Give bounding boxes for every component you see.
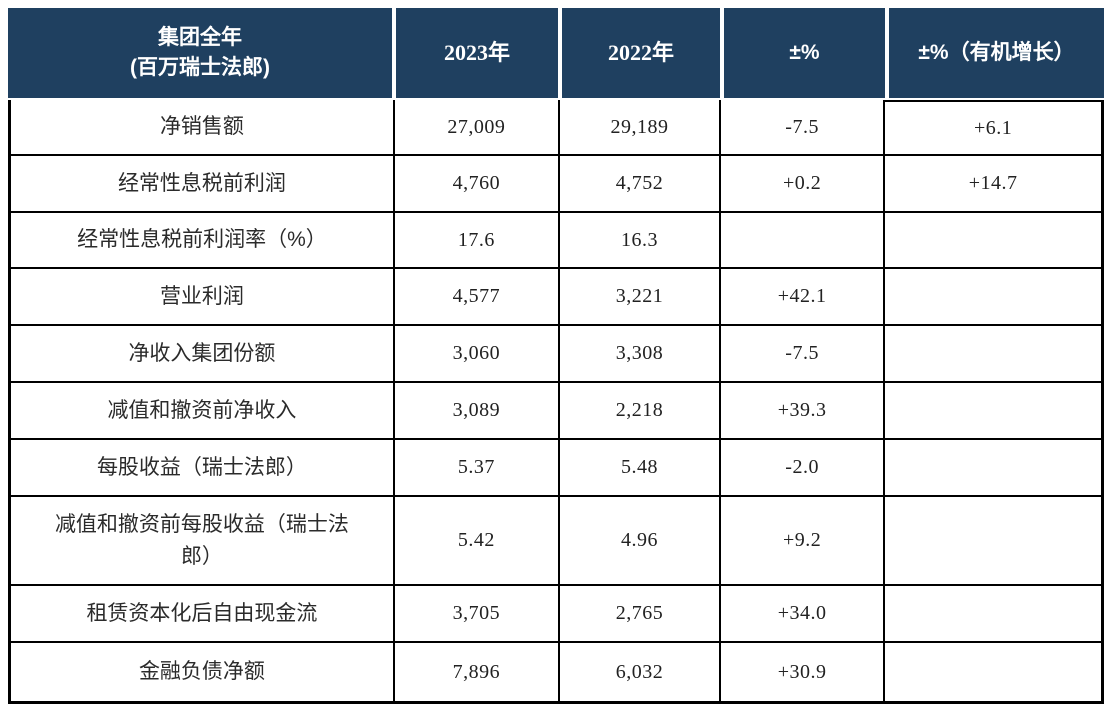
header-group-metric: 集团全年 (百万瑞士法郎) <box>8 8 394 98</box>
cell-change-pct: -2.0 <box>721 440 886 497</box>
cell-2022: 2,765 <box>559 586 722 643</box>
row-label: 经常性息税前利润率（%） <box>11 213 395 269</box>
cell-change-pct: +39.3 <box>721 383 886 440</box>
cell-2022: 6,032 <box>560 643 722 701</box>
cell-2022: 4.96 <box>559 497 722 586</box>
cell-2023: 5.42 <box>394 497 560 586</box>
cell-2023: 17.6 <box>394 213 560 269</box>
cell-change-pct: +9.2 <box>721 497 886 586</box>
cell-2023: 3,089 <box>394 383 560 440</box>
cell-change-pct: +34.0 <box>721 586 886 643</box>
cell-change-pct: +0.2 <box>721 156 886 213</box>
cell-2022: 4,752 <box>559 156 722 213</box>
financial-summary-table: 集团全年 (百万瑞士法郎) 2023年 2022年 ±% ±%（有机增长） 净销… <box>8 8 1104 704</box>
cell-2023: 3,060 <box>394 326 560 383</box>
row-label: 减值和撤资前每股收益（瑞士法郎） <box>11 497 395 586</box>
cell-organic-pct <box>885 643 1101 701</box>
cell-change-pct <box>721 213 886 269</box>
cell-organic-pct <box>885 383 1101 440</box>
header-group-title: 集团全年 <box>158 25 242 49</box>
cell-2023: 4,760 <box>394 156 560 213</box>
cell-2022: 29,189 <box>559 100 722 156</box>
row-label: 金融负债净额 <box>11 643 395 701</box>
cell-2022: 2,218 <box>559 383 722 440</box>
cell-organic-pct <box>885 586 1101 643</box>
cell-change-pct: +42.1 <box>721 269 886 326</box>
cell-2023: 4,577 <box>394 269 560 326</box>
cell-2022: 5.48 <box>559 440 722 497</box>
row-label: 经常性息税前利润 <box>11 156 395 213</box>
cell-2022: 16.3 <box>559 213 722 269</box>
row-label: 减值和撤资前净收入 <box>11 383 395 440</box>
cell-2022: 3,308 <box>559 326 722 383</box>
cell-organic-pct: +14.7 <box>885 156 1101 213</box>
row-label: 租赁资本化后自由现金流 <box>11 586 395 643</box>
header-2022: 2022年 <box>560 8 722 98</box>
row-label: 营业利润 <box>11 269 395 326</box>
header-organic-growth-pct: ±%（有机增长） <box>887 8 1104 98</box>
header-change-pct: ±% <box>722 8 887 98</box>
row-label: 每股收益（瑞士法郎） <box>11 440 395 497</box>
header-2023: 2023年 <box>394 8 560 98</box>
cell-2023: 5.37 <box>394 440 560 497</box>
header-group-unit: (百万瑞士法郎) <box>130 56 270 79</box>
cell-organic-pct <box>885 326 1101 383</box>
cell-2023: 7,896 <box>395 643 560 701</box>
cell-organic-pct <box>885 440 1101 497</box>
cell-change-pct: +30.9 <box>721 643 886 701</box>
cell-change-pct: -7.5 <box>721 100 886 156</box>
cell-organic-pct <box>885 269 1101 326</box>
cell-2022: 3,221 <box>559 269 722 326</box>
cell-organic-pct: +6.1 <box>885 100 1101 156</box>
cell-2023: 27,009 <box>394 100 560 156</box>
cell-2023: 3,705 <box>394 586 560 643</box>
cell-organic-pct <box>885 213 1101 269</box>
row-label: 净销售额 <box>11 100 395 156</box>
table-header-row: 集团全年 (百万瑞士法郎) 2023年 2022年 ±% ±%（有机增长） <box>8 8 1104 98</box>
cell-organic-pct <box>885 497 1101 586</box>
cell-change-pct: -7.5 <box>721 326 886 383</box>
table-body: 净销售额 27,009 29,189 -7.5 +6.1 经常性息税前利润 4,… <box>8 100 1104 704</box>
row-label: 净收入集团份额 <box>11 326 395 383</box>
